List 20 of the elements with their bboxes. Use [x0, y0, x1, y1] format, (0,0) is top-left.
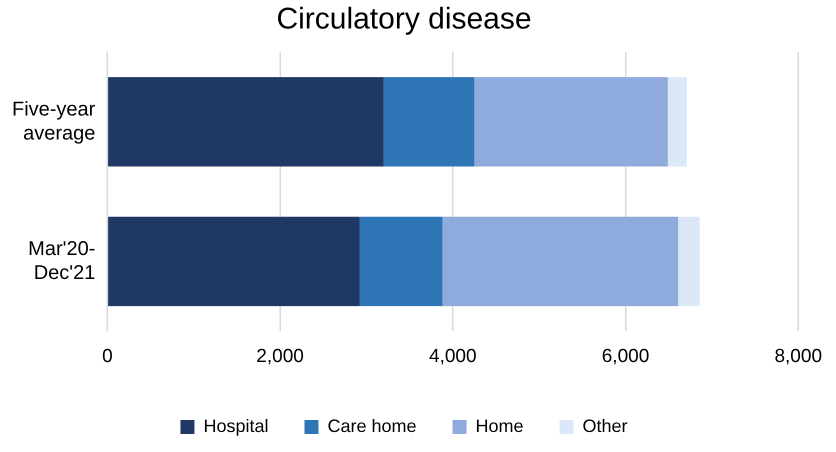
legend-label: Care home [327, 416, 417, 436]
x-tick-label: 4,000 [429, 346, 477, 367]
y-tick-label: Five-year average [12, 98, 96, 144]
bar [108, 77, 384, 166]
chart-title: Circulatory disease [276, 2, 532, 36]
bar [678, 216, 700, 306]
y-tick-label: Mar'20-Dec'21 [28, 238, 96, 284]
bar [442, 216, 678, 306]
legend-label: Other [582, 416, 628, 436]
bar [384, 77, 474, 166]
x-tick-label: 8,000 [774, 346, 822, 367]
legend-label: Home [476, 416, 524, 436]
bar [474, 77, 668, 166]
x-tick-label: 0 [102, 346, 113, 367]
x-tick-label: 6,000 [602, 346, 650, 367]
bar [360, 216, 442, 306]
bar [668, 77, 687, 166]
x-tick-label: 2,000 [256, 346, 304, 367]
bar [108, 216, 360, 306]
legend-label: Hospital [203, 416, 268, 436]
